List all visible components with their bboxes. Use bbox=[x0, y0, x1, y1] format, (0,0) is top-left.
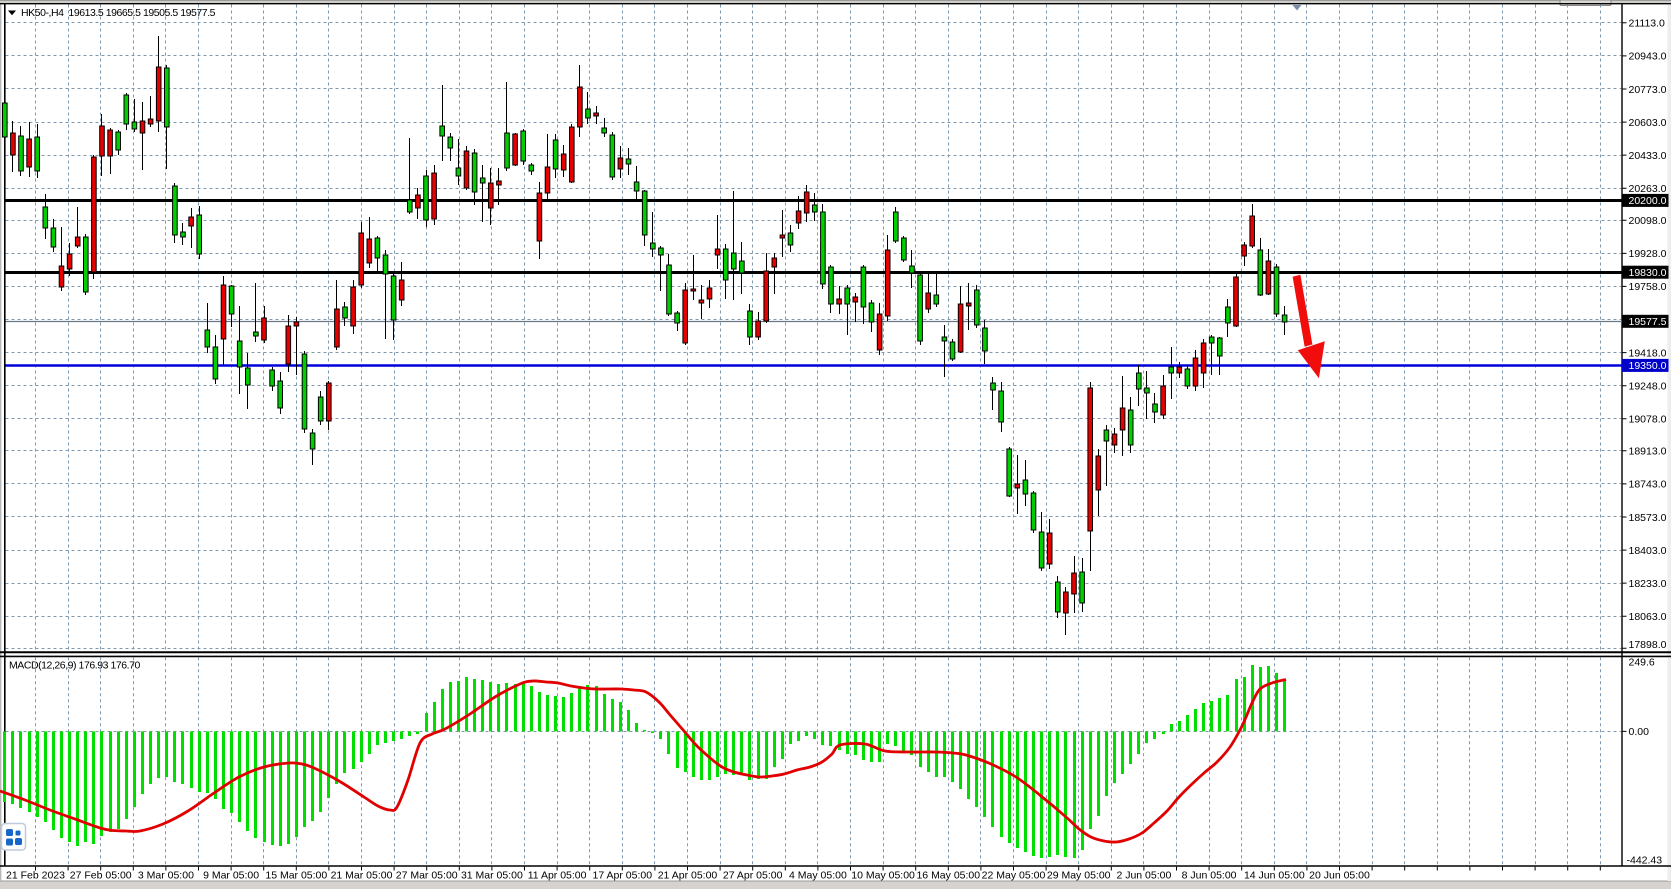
svg-text:29 May 05:00: 29 May 05:00 bbox=[1047, 870, 1111, 882]
svg-text:18233.0: 18233.0 bbox=[1629, 578, 1667, 590]
svg-text:18913.0: 18913.0 bbox=[1629, 446, 1667, 458]
svg-text:10 May 05:00: 10 May 05:00 bbox=[851, 870, 915, 882]
svg-text:-442.43: -442.43 bbox=[1627, 854, 1663, 866]
svg-text:20603.0: 20603.0 bbox=[1629, 117, 1667, 129]
svg-text:19928.0: 19928.0 bbox=[1629, 248, 1667, 260]
svg-text:18573.0: 18573.0 bbox=[1629, 512, 1667, 524]
svg-text:15 Mar 05:00: 15 Mar 05:00 bbox=[265, 870, 327, 882]
svg-text:21 Apr 05:00: 21 Apr 05:00 bbox=[658, 870, 718, 882]
svg-text:27 Mar 05:00: 27 Mar 05:00 bbox=[396, 870, 458, 882]
svg-text:11 Apr 05:00: 11 Apr 05:00 bbox=[528, 870, 587, 882]
svg-text:20098.0: 20098.0 bbox=[1629, 215, 1667, 227]
svg-text:20200.0: 20200.0 bbox=[1629, 195, 1667, 207]
svg-text:16 May 05:00: 16 May 05:00 bbox=[916, 870, 980, 882]
svg-text:18743.0: 18743.0 bbox=[1629, 479, 1667, 491]
svg-text:2 Jun 05:00: 2 Jun 05:00 bbox=[1116, 870, 1171, 882]
svg-text:21 Mar 05:00: 21 Mar 05:00 bbox=[331, 870, 393, 882]
svg-text:19577.5: 19577.5 bbox=[1629, 316, 1667, 328]
svg-text:20263.0: 20263.0 bbox=[1629, 183, 1667, 195]
svg-text:8 Jun 05:00: 8 Jun 05:00 bbox=[1182, 870, 1237, 882]
svg-text:19350.0: 19350.0 bbox=[1629, 360, 1667, 372]
svg-text:19830.0: 19830.0 bbox=[1629, 267, 1667, 279]
svg-text:21113.0: 21113.0 bbox=[1629, 18, 1666, 30]
svg-text:0.00: 0.00 bbox=[1629, 726, 1650, 738]
svg-text:19758.0: 19758.0 bbox=[1629, 281, 1667, 293]
svg-text:14 Jun 05:00: 14 Jun 05:00 bbox=[1244, 870, 1305, 882]
svg-text:HK50-,H4 19613.5 19665.5 1950: HK50-,H4 19613.5 19665.5 19505.5 19577.5 bbox=[21, 7, 216, 19]
svg-text:4 May 05:00: 4 May 05:00 bbox=[789, 870, 847, 882]
svg-text:18403.0: 18403.0 bbox=[1629, 545, 1667, 557]
svg-text:20 Jun 05:00: 20 Jun 05:00 bbox=[1309, 870, 1370, 882]
svg-text:20943.0: 20943.0 bbox=[1629, 51, 1667, 63]
svg-text:19078.0: 19078.0 bbox=[1629, 414, 1667, 426]
svg-text:3 Mar 05:00: 3 Mar 05:00 bbox=[138, 870, 194, 882]
svg-text:27 Apr 05:00: 27 Apr 05:00 bbox=[723, 870, 783, 882]
svg-text:19418.0: 19418.0 bbox=[1629, 347, 1667, 359]
svg-text:17898.0: 17898.0 bbox=[1629, 639, 1667, 651]
svg-text:249.6: 249.6 bbox=[1629, 657, 1655, 669]
svg-text:31 Mar 05:00: 31 Mar 05:00 bbox=[461, 870, 523, 882]
svg-text:MACD(12,26,9) 176.93 176.70: MACD(12,26,9) 176.93 176.70 bbox=[9, 660, 140, 672]
svg-text:27 Feb 05:00: 27 Feb 05:00 bbox=[70, 870, 132, 882]
svg-text:20773.0: 20773.0 bbox=[1629, 84, 1667, 96]
svg-text:21 Feb 2023: 21 Feb 2023 bbox=[6, 870, 65, 882]
svg-text:22 May 05:00: 22 May 05:00 bbox=[982, 870, 1046, 882]
svg-text:20433.0: 20433.0 bbox=[1629, 150, 1667, 162]
svg-text:9 Mar 05:00: 9 Mar 05:00 bbox=[203, 870, 259, 882]
svg-text:17 Apr 05:00: 17 Apr 05:00 bbox=[593, 870, 653, 882]
svg-text:19248.0: 19248.0 bbox=[1629, 381, 1667, 393]
svg-text:18063.0: 18063.0 bbox=[1629, 611, 1667, 623]
